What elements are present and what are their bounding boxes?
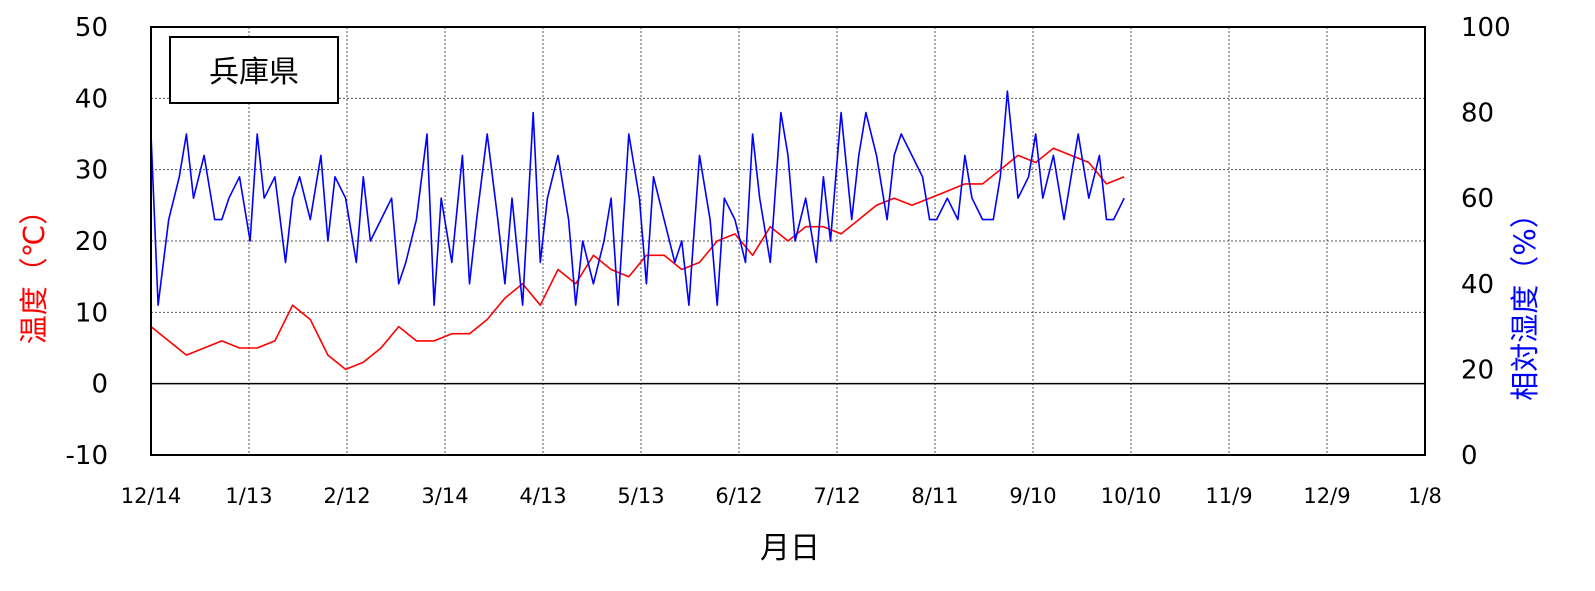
y-left-tick-label: 50 — [75, 13, 108, 43]
y-left-tick-label: 40 — [75, 84, 108, 114]
chart-title: 兵庫県 — [209, 55, 299, 90]
x-tick-label: 8/11 — [911, 484, 958, 508]
x-tick-label: 6/12 — [715, 484, 762, 508]
x-tick-label: 10/10 — [1101, 484, 1162, 508]
y-right-tick-label: 40 — [1461, 270, 1494, 300]
series-layer — [150, 90, 1125, 371]
plot-frame — [150, 26, 1426, 456]
y-left-tick-label: 20 — [75, 227, 108, 257]
y-left-tick-label: 10 — [75, 298, 108, 328]
x-tick-label: 12/9 — [1303, 484, 1350, 508]
x-tick-label: 9/10 — [1009, 484, 1056, 508]
x-tick-label: 7/12 — [813, 484, 860, 508]
x-axis-label: 月日 — [760, 531, 820, 566]
y-right-tick-label: 80 — [1461, 99, 1494, 129]
y-left-tick-label: 30 — [75, 156, 108, 186]
y-right-tick-label: 20 — [1461, 355, 1494, 385]
x-tick-label: 11/9 — [1205, 484, 1252, 508]
y-axis-left-label: 温度（℃） — [17, 196, 51, 345]
humidity-series-line — [150, 90, 1125, 307]
x-tick-label: 1/8 — [1408, 484, 1442, 508]
y-left-tick-label: 0 — [91, 370, 108, 400]
chart-title-box: 兵庫県 — [169, 36, 339, 104]
temperature-series-line — [150, 147, 1125, 371]
x-tick-label: 3/14 — [421, 484, 468, 508]
y-right-tick-label: 60 — [1461, 184, 1494, 214]
x-tick-label: 2/12 — [323, 484, 370, 508]
left-axis-ticks: 50 40 30 20 10 0 -10 — [66, 13, 108, 471]
x-tick-label: 4/13 — [519, 484, 566, 508]
y-left-tick-label: -10 — [66, 441, 108, 471]
x-tick-label: 5/13 — [617, 484, 664, 508]
y-axis-right-label: 相対湿度（%） — [1508, 199, 1542, 401]
x-tick-label: 1/13 — [225, 484, 272, 508]
right-axis-ticks: 100 80 60 40 20 0 — [1461, 13, 1511, 471]
title-box-border — [169, 36, 339, 104]
x-tick-label: 12/14 — [121, 484, 182, 508]
y-right-tick-label: 100 — [1461, 13, 1511, 43]
y-right-tick-label: 0 — [1461, 441, 1478, 471]
x-axis-ticks: 12/14 1/13 2/12 3/14 4/13 5/13 6/12 7/12 8/11 9/1… — [121, 484, 1442, 508]
